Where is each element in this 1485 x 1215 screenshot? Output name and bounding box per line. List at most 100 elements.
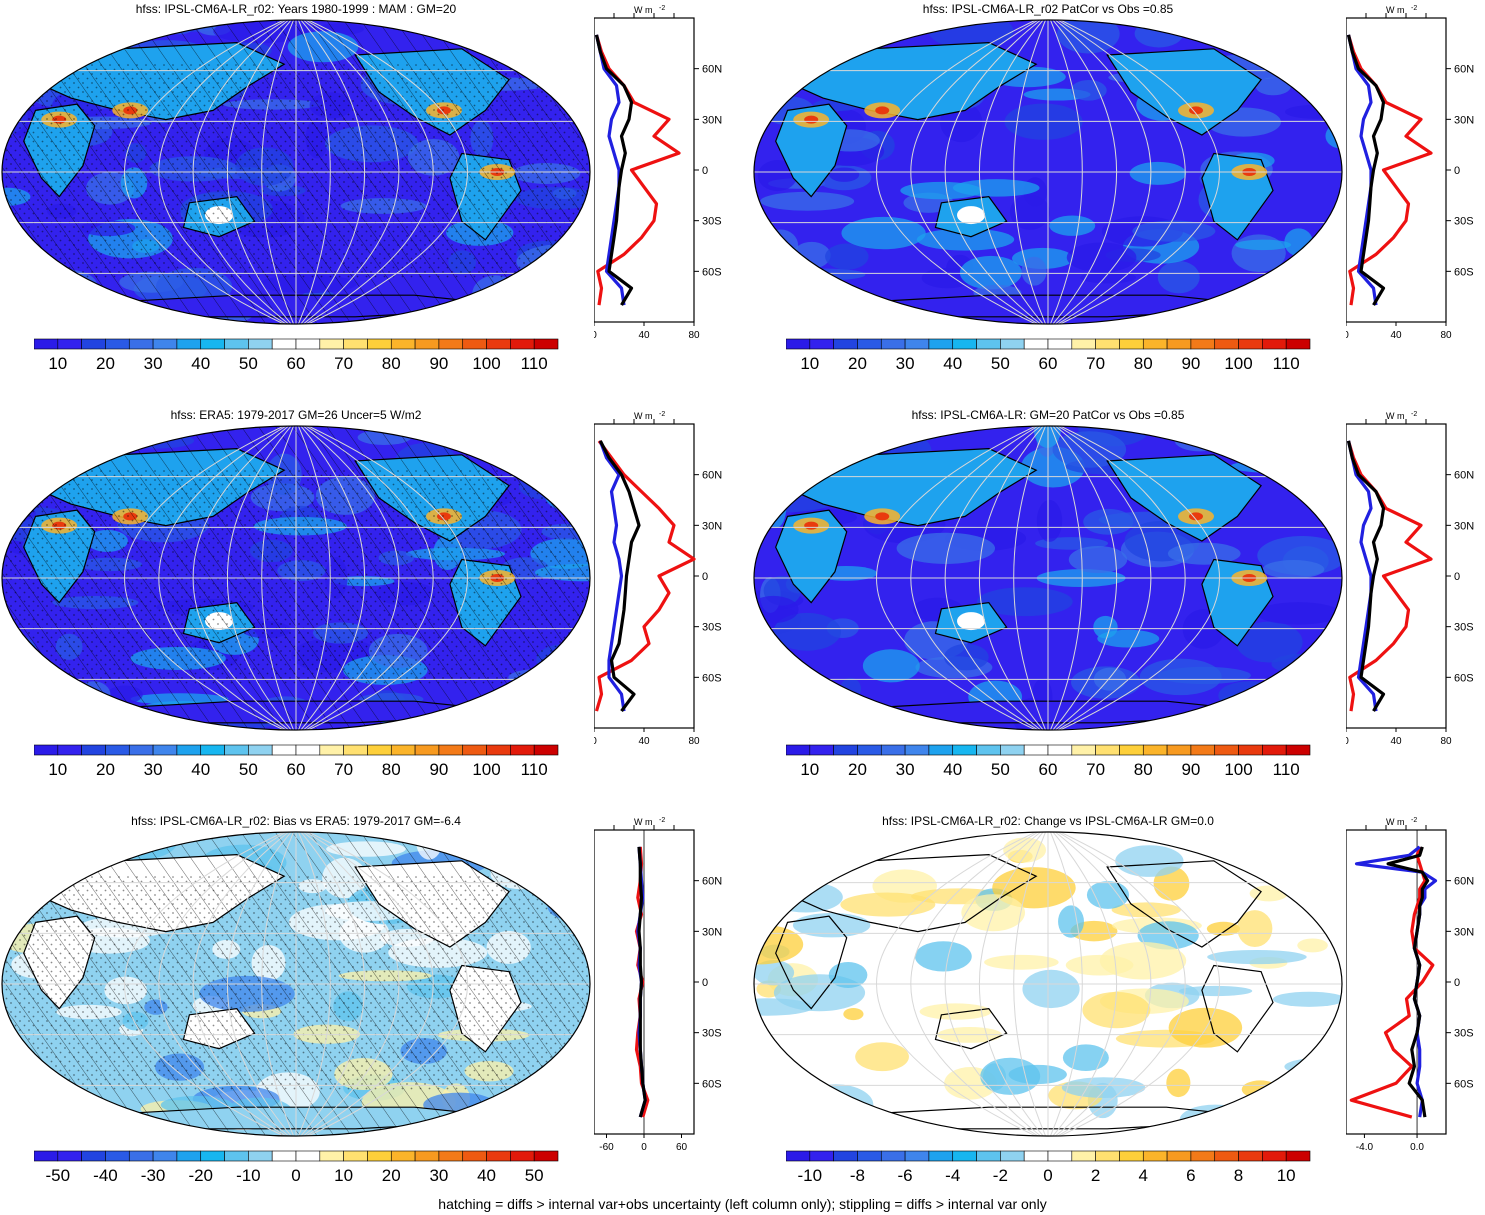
colorbar: 10 20 30 40 50 60 70 80 90 100 110	[34, 744, 559, 779]
colorbar-box	[34, 1150, 59, 1162]
colorbar-label: 60	[287, 760, 306, 779]
zonal-x-tick-label: -4.0	[1356, 1142, 1374, 1150]
zonal-unit-label: W m	[1386, 411, 1405, 421]
colorbar-label: 50	[239, 354, 258, 373]
colorbar-box	[1023, 744, 1049, 756]
zonal-lat-label: 30S	[702, 622, 722, 634]
colorbar-box	[510, 1150, 535, 1162]
panel-era5-clim: hfss: ERA5: 1979-2017 GM=26 Uncer=5 W/m2…	[0, 406, 735, 801]
colorbar-box	[248, 1150, 273, 1162]
zonal-unit-label: W m	[1386, 5, 1405, 15]
continent-outline	[775, 509, 848, 604]
colorbar-box	[176, 744, 202, 756]
map-border	[753, 831, 1343, 1137]
colorbar-box	[57, 338, 82, 350]
colorbar-label: -4	[945, 1166, 960, 1185]
zonal-unit-sup: -2	[659, 817, 665, 824]
colorbar-box	[438, 1150, 464, 1162]
colorbar-label: 80	[1134, 760, 1153, 779]
zonal-mean-plot: W m -2 60N 30N 0 30S 60S -4.0 0.0	[1346, 817, 1474, 1150]
colorbar-box	[880, 1150, 906, 1162]
colorbar-box	[1262, 744, 1287, 756]
zonal-lat-label: 0	[702, 977, 708, 989]
zonal-lat-label: 60S	[1454, 1078, 1474, 1090]
colorbar-box	[414, 338, 440, 350]
colorbar-box	[1166, 744, 1192, 756]
zonal-x-tick-label: 0	[641, 1142, 647, 1150]
colorbar-box	[510, 744, 535, 756]
graticule	[2, 426, 590, 730]
colorbar-label: 100	[472, 354, 500, 373]
colorbar-box	[1142, 1150, 1168, 1162]
zonal-unit-label: W m	[1386, 817, 1405, 827]
colorbar-box	[1119, 1150, 1144, 1162]
zonal-lat-label: 60N	[702, 876, 722, 888]
colorbar-box	[1095, 338, 1120, 350]
zonal-lat-label: 60S	[702, 266, 722, 278]
colorbar-box	[1095, 744, 1120, 756]
colorbar-box	[533, 338, 559, 350]
world-map	[753, 19, 1343, 325]
colorbar-label: 20	[382, 1166, 401, 1185]
colorbar-box	[533, 744, 559, 756]
map-border	[1, 425, 591, 731]
colorbar-label: 8	[1234, 1166, 1243, 1185]
colorbar-box	[176, 338, 202, 350]
graticule	[754, 426, 1342, 730]
continent-outline	[1106, 860, 1262, 948]
zonal-unit-sup: -2	[1411, 817, 1417, 824]
panel-model-patcor: hfss: IPSL-CM6A-LR_r02 PatCor vs Obs =0.…	[752, 0, 1485, 395]
colorbar-label: 80	[382, 760, 401, 779]
colorbar-box	[343, 744, 368, 756]
colorbar-label: -40	[93, 1166, 118, 1185]
colorbar: -10 -8 -6 -4 -2 0 2 4 6 8 10	[786, 1150, 1311, 1185]
colorbar-box	[976, 338, 1001, 350]
colorbar-box	[486, 338, 511, 350]
panel-model-clim: hfss: IPSL-CM6A-LR_r02: Years 1980-1999 …	[0, 0, 735, 395]
continent-outline	[775, 103, 848, 198]
zonal-x-tick-label: 40	[1390, 330, 1402, 338]
colorbar-label: 110	[1273, 760, 1300, 779]
colorbar-label: -8	[850, 1166, 865, 1185]
colorbar-box	[510, 338, 535, 350]
zonal-mean-plot: W m -2 60N 30N 0 30S 60S 0 40 80	[594, 411, 722, 744]
graticule	[2, 20, 590, 324]
colorbar-box	[976, 1150, 1001, 1162]
colorbar-box	[462, 744, 487, 756]
colorbar-box	[200, 338, 225, 350]
colorbar-box	[81, 1150, 106, 1162]
colorbar-label: -10	[798, 1166, 823, 1185]
colorbar-box	[1119, 744, 1144, 756]
colorbar-label: 30	[144, 760, 163, 779]
colorbar-box	[976, 744, 1001, 756]
colorbar: 10 20 30 40 50 60 70 80 90 100 110	[786, 744, 1311, 779]
colorbar-box	[105, 744, 130, 756]
colorbar-box	[1190, 744, 1216, 756]
colorbar-box	[1238, 338, 1263, 350]
zonal-lat-label: 30S	[1454, 1028, 1474, 1040]
colorbar-box	[1190, 338, 1216, 350]
colorbar-box	[224, 744, 249, 756]
colorbar-box	[319, 744, 344, 756]
colorbar-box	[152, 338, 178, 350]
colorbar-box	[1071, 338, 1096, 350]
world-map	[1, 831, 591, 1137]
colorbar-box	[857, 1150, 882, 1162]
colorbar-label: 100	[472, 760, 500, 779]
colorbar-box	[343, 1150, 368, 1162]
colorbar-box	[1214, 1150, 1239, 1162]
colorbar-box	[271, 744, 297, 756]
colorbar-label: -2	[993, 1166, 1008, 1185]
graticule	[2, 832, 590, 1136]
colorbar-box	[1047, 338, 1073, 350]
colorbar-box	[152, 744, 178, 756]
colorbar-box	[952, 1150, 977, 1162]
colorbar-box	[462, 1150, 487, 1162]
colorbar: -50 -40 -30 -20 -10 0 10 20 30 40 50	[34, 1150, 559, 1185]
zonal-lat-label: 30S	[702, 216, 722, 228]
colorbar-label: 0	[1043, 1166, 1052, 1185]
colorbar-box	[224, 338, 249, 350]
zonal-x-tick-label: 40	[638, 330, 650, 338]
colorbar-box	[200, 744, 225, 756]
colorbar-box	[200, 1150, 225, 1162]
